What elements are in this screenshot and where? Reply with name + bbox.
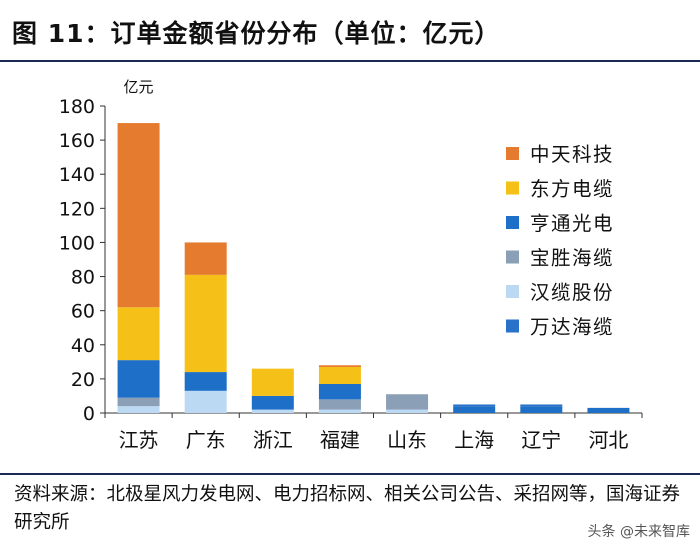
x-category-label: 河北: [588, 428, 628, 452]
legend-label: 亨通光电: [530, 212, 614, 235]
bar-segment-4-宝胜海缆: [318, 399, 361, 410]
legend-label: 万达海缆: [530, 316, 614, 339]
bar-segment-7-亨通光电: [520, 406, 563, 413]
bar-segment-6-亨通光电: [453, 406, 496, 413]
bar-segment-1-东方电缆: [117, 307, 160, 361]
x-category-label: 辽宁: [521, 428, 561, 452]
figure-title: 图 11：订单金额省份分布（单位：亿元）: [12, 19, 501, 48]
watermark-text: 头条 @未来智库: [587, 524, 690, 540]
bar-segment-1-宝胜海缆: [117, 397, 160, 407]
y-tick-label: 0: [83, 403, 95, 425]
bar-segment-4-中天科技: [318, 365, 361, 367]
source-note: 资料来源：北极星风力发电网、电力招标网、相关公司公告、采招网等，国海证券研究所: [14, 484, 681, 533]
unit-label: 亿元: [124, 78, 154, 96]
bar-segment-1-中天科技: [117, 123, 160, 308]
legend-swatch: [506, 285, 519, 298]
x-category-label: 山东: [387, 428, 427, 452]
source-divider: [0, 473, 700, 475]
bar-segment-5-汉缆股份: [386, 409, 429, 413]
y-tick-label: 160: [59, 130, 95, 152]
legend-label: 东方电缆: [530, 178, 614, 201]
y-tick-label: 20: [71, 369, 95, 391]
legend-swatch: [506, 147, 519, 160]
bar-segment-2-汉缆股份: [184, 390, 227, 413]
legend-label: 中天科技: [530, 143, 614, 166]
bar-segment-2-东方电缆: [184, 274, 227, 373]
legend-label: 汉缆股份: [530, 281, 614, 304]
legend-swatch: [506, 250, 519, 264]
x-category-label: 江苏: [119, 428, 159, 452]
x-category-label: 福建: [320, 428, 360, 452]
legend-swatch: [506, 181, 519, 195]
bar-segment-7-万达海缆: [520, 404, 563, 407]
bar-segment-2-亨通光电: [184, 372, 227, 391]
watermark: 头条 @未来智库: [588, 521, 690, 541]
legend-swatch: [506, 319, 519, 333]
legend-swatch: [506, 216, 519, 229]
bar-segment-1-汉缆股份: [117, 406, 160, 413]
bar-segment-6-万达海缆: [453, 404, 496, 407]
figure-title-bar: 图 11：订单金额省份分布（单位：亿元）: [0, 0, 700, 62]
bar-segment-3-汉缆股份: [251, 409, 294, 413]
y-tick-label: 180: [59, 96, 95, 118]
bar-segment-2-中天科技: [184, 242, 227, 275]
bar-segment-8-亨通光电: [587, 407, 630, 413]
y-tick-label: 60: [71, 301, 95, 323]
bar-segment-3-亨通光电: [251, 395, 294, 410]
x-category-label: 浙江: [253, 428, 293, 452]
bar-segment-3-东方电缆: [251, 368, 294, 396]
y-tick-label: 120: [59, 198, 95, 220]
y-tick-label: 140: [59, 164, 95, 186]
legend-label: 宝胜海缆: [530, 247, 614, 270]
bar-segment-5-宝胜海缆: [386, 394, 429, 410]
y-tick-label: 40: [71, 335, 95, 357]
y-tick-label: 100: [59, 232, 95, 254]
x-category-label: 广东: [186, 428, 226, 452]
bar-segment-1-亨通光电: [117, 360, 160, 398]
y-tick-label: 80: [71, 267, 95, 289]
x-category-label: 上海: [454, 428, 494, 452]
bar-segment-4-汉缆股份: [318, 409, 361, 413]
bar-segment-4-亨通光电: [318, 384, 361, 400]
bar-segment-4-东方电缆: [318, 366, 361, 385]
